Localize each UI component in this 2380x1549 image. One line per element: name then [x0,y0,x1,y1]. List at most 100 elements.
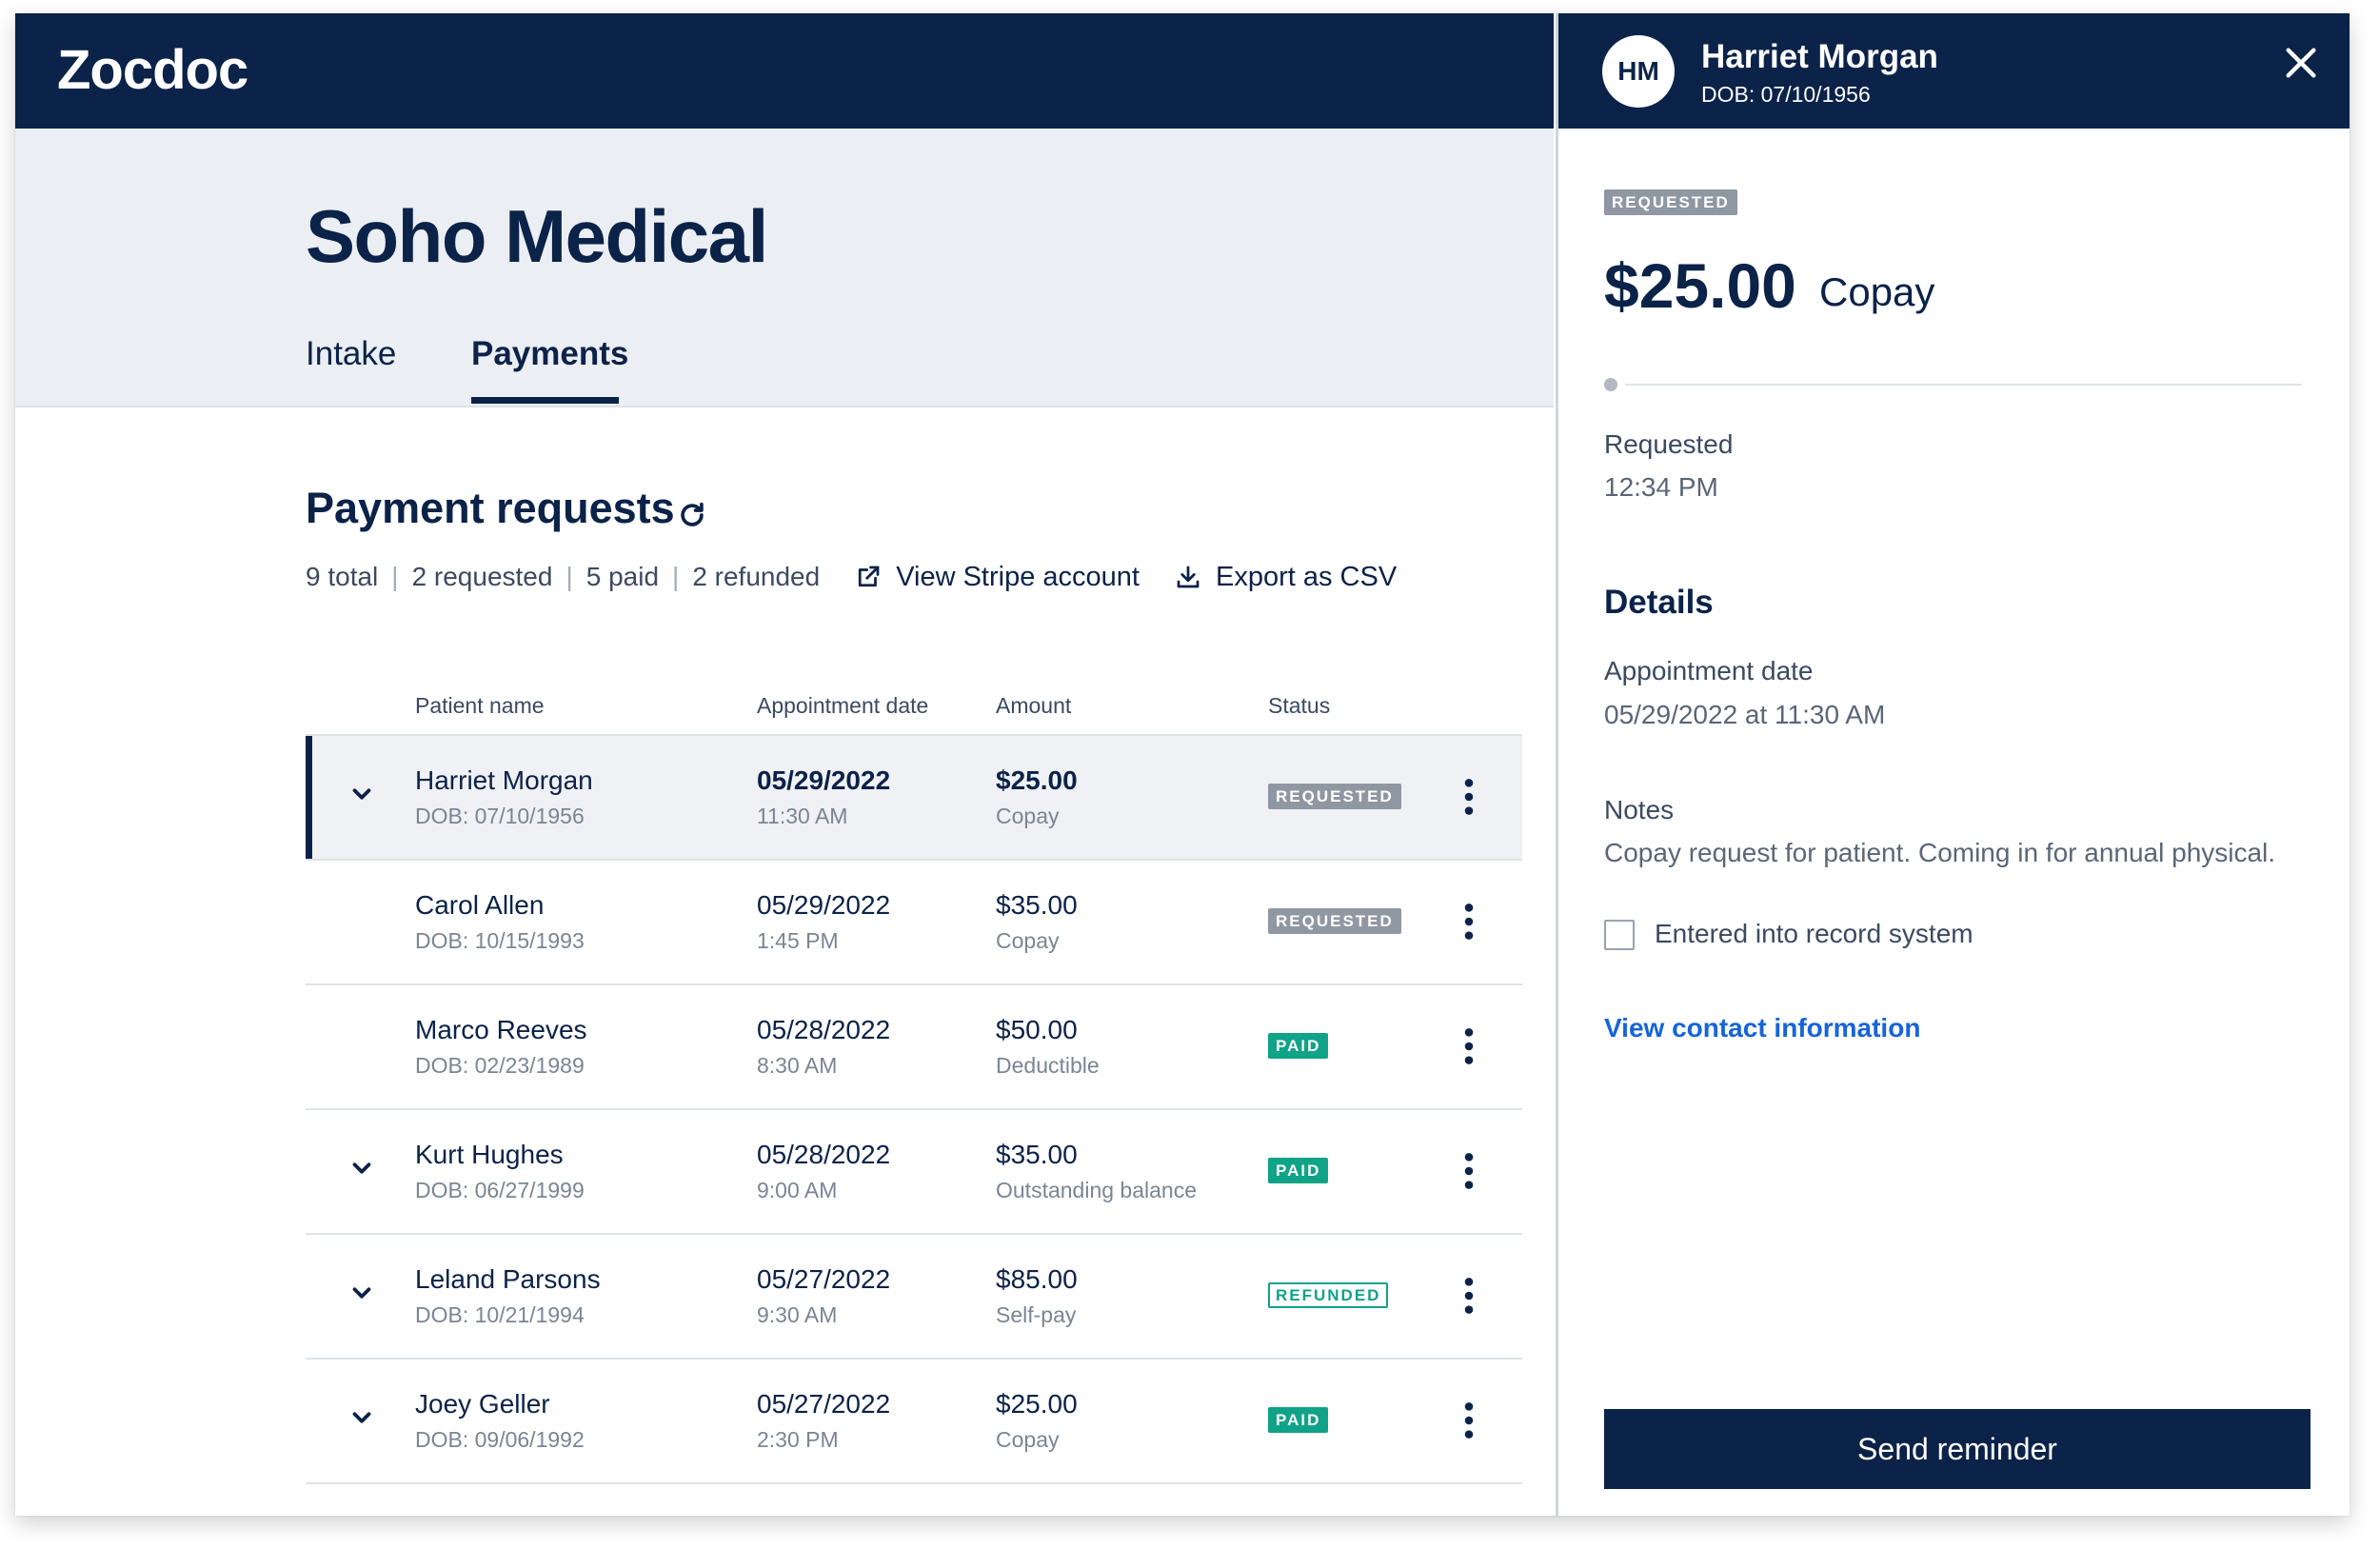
table-row[interactable]: Joey Geller DOB: 09/06/1992 05/27/2022 2… [306,1360,1522,1484]
payment-type: Copay [996,928,1060,953]
appointment-date: 05/28/2022 [757,1015,891,1044]
payments-table: Harriet Morgan DOB: 07/10/1956 05/29/202… [306,734,1522,1484]
timeline-dot [1604,378,1617,391]
column-header-status[interactable]: Status [1268,693,1331,718]
patient-name: Kurt Hughes [415,1140,564,1169]
table-row[interactable]: Carol Allen DOB: 10/15/1993 05/29/2022 1… [306,861,1522,985]
payment-requests-title: Payment requests [306,484,675,532]
status-badge: PAID [1268,1033,1329,1059]
external-link-icon [859,566,880,587]
patient-dob: DOB: 07/10/1956 [415,804,585,828]
practice-name: Soho Medical [306,194,768,278]
patient-dob: DOB: 06/27/1999 [415,1178,585,1202]
payment-amount: $35.00 [996,890,1078,920]
patient-name: Leland Parsons [415,1264,601,1294]
payment-amount: $85.00 [996,1264,1078,1294]
summary-requested: 2 requested [411,562,553,591]
panel-header: HM Harriet Morgan DOB: 07/10/1956 [1558,13,2350,129]
download-icon [1177,566,1200,588]
more-options-icon[interactable] [1458,1401,1479,1440]
view-contact-information-link[interactable]: View contact information [1604,1013,1921,1043]
table-row[interactable]: Kurt Hughes DOB: 06/27/1999 05/28/2022 9… [306,1110,1522,1235]
chevron-down-icon[interactable] [347,780,376,808]
appointment-date: 05/28/2022 [757,1140,891,1169]
main-area: Zocdoc Soho Medical Intake Payments Paym… [15,13,1554,1516]
patient-dob: DOB: 10/15/1993 [415,928,585,953]
more-options-icon[interactable] [1458,1027,1479,1065]
timeline-status-time: 12:34 PM [1604,472,1718,502]
chevron-down-icon[interactable] [347,1403,376,1432]
appointment-date: 05/29/2022 [757,765,891,795]
status-badge: PAID [1268,1407,1329,1433]
payment-type: Outstanding balance [996,1178,1197,1202]
tab-payments[interactable]: Payments [471,335,629,372]
column-header-amount[interactable]: Amount [996,693,1072,718]
status-badge: REQUESTED [1604,189,1737,215]
chevron-down-icon[interactable] [347,1154,376,1182]
more-options-icon[interactable] [1458,1152,1479,1190]
top-bar: Zocdoc [15,13,1554,129]
tab-intake[interactable]: Intake [306,335,397,372]
refresh-icon[interactable] [676,499,708,531]
appointment-date: 05/27/2022 [757,1389,891,1419]
close-icon[interactable] [2282,44,2320,82]
summary-paid: 5 paid [585,562,660,591]
payment-type: Copay [996,1427,1060,1452]
summary-divider: | [672,562,680,591]
appointment-date-value: 05/29/2022 at 11:30 AM [1604,700,1886,729]
send-reminder-button[interactable]: Send reminder [1604,1409,2311,1489]
summary-total: 9 total [306,562,379,591]
table-row[interactable]: Leland Parsons DOB: 10/21/1994 05/27/202… [306,1235,1522,1360]
status-badge: REQUESTED [1268,908,1401,934]
notes-value: Copay request for patient. Coming in for… [1604,838,2276,867]
app-window: Zocdoc Soho Medical Intake Payments Paym… [15,13,2350,1516]
payment-type: Deductible [996,1053,1100,1078]
view-stripe-account-link[interactable]: View Stripe account [854,562,1140,593]
record-system-checkbox-label[interactable]: Entered into record system [1655,919,1973,948]
appointment-time: 2:30 PM [757,1427,839,1452]
table-row[interactable]: Marco Reeves DOB: 02/23/1989 05/28/2022 … [306,985,1522,1110]
payment-amount: $25.00 [996,1389,1078,1419]
payment-amount: $35.00 [996,1140,1078,1169]
more-options-icon[interactable] [1458,903,1479,941]
avatar: HM [1602,35,1675,108]
patient-dob: DOB: 02/23/1989 [415,1053,585,1078]
column-header-patient-name[interactable]: Patient name [415,693,545,718]
panel-patient-dob: DOB: 07/10/1956 [1701,82,1871,107]
appointment-time: 9:00 AM [757,1178,838,1202]
chevron-down-icon[interactable] [347,1279,376,1307]
payment-detail-panel: HM Harriet Morgan DOB: 07/10/1956 REQUES… [1556,13,2350,1516]
patient-dob: DOB: 10/21/1994 [415,1302,585,1327]
view-stripe-account-label: View Stripe account [896,561,1140,592]
payment-amount: $25.00 [996,765,1078,795]
export-csv-link[interactable]: Export as CSV [1174,562,1397,593]
zocdoc-logo[interactable]: Zocdoc [57,39,248,101]
payment-type: Self-pay [996,1302,1077,1327]
panel-patient-name: Harriet Morgan [1701,38,1938,75]
patient-name: Joey Geller [415,1389,550,1419]
table-row[interactable]: Harriet Morgan DOB: 07/10/1956 05/29/202… [306,734,1522,861]
timeline-line [1625,384,2302,386]
export-csv-label: Export as CSV [1215,561,1398,592]
patient-dob: DOB: 09/06/1992 [415,1427,585,1452]
active-tab-indicator [471,397,619,404]
status-badge: PAID [1268,1158,1329,1183]
payment-amount: $50.00 [996,1015,1078,1044]
status-badge: REQUESTED [1268,784,1401,809]
timeline-status-label: Requested [1604,429,1734,459]
appointment-date-label: Appointment date [1604,656,1814,685]
appointment-time: 11:30 AM [757,804,848,828]
patient-name: Harriet Morgan [415,765,593,795]
appointment-time: 1:45 PM [757,928,839,953]
column-header-appointment-date[interactable]: Appointment date [757,693,929,718]
more-options-icon[interactable] [1458,1277,1479,1315]
record-system-checkbox[interactable] [1604,920,1635,950]
notes-label: Notes [1604,795,1675,824]
details-heading: Details [1604,584,1714,621]
summary-refunded: 2 refunded [692,562,821,591]
summary-divider: | [391,562,399,591]
payment-type: Copay [1819,269,1935,314]
appointment-time: 9:30 AM [757,1302,838,1327]
appointment-date: 05/29/2022 [757,890,891,920]
more-options-icon[interactable] [1458,778,1479,816]
